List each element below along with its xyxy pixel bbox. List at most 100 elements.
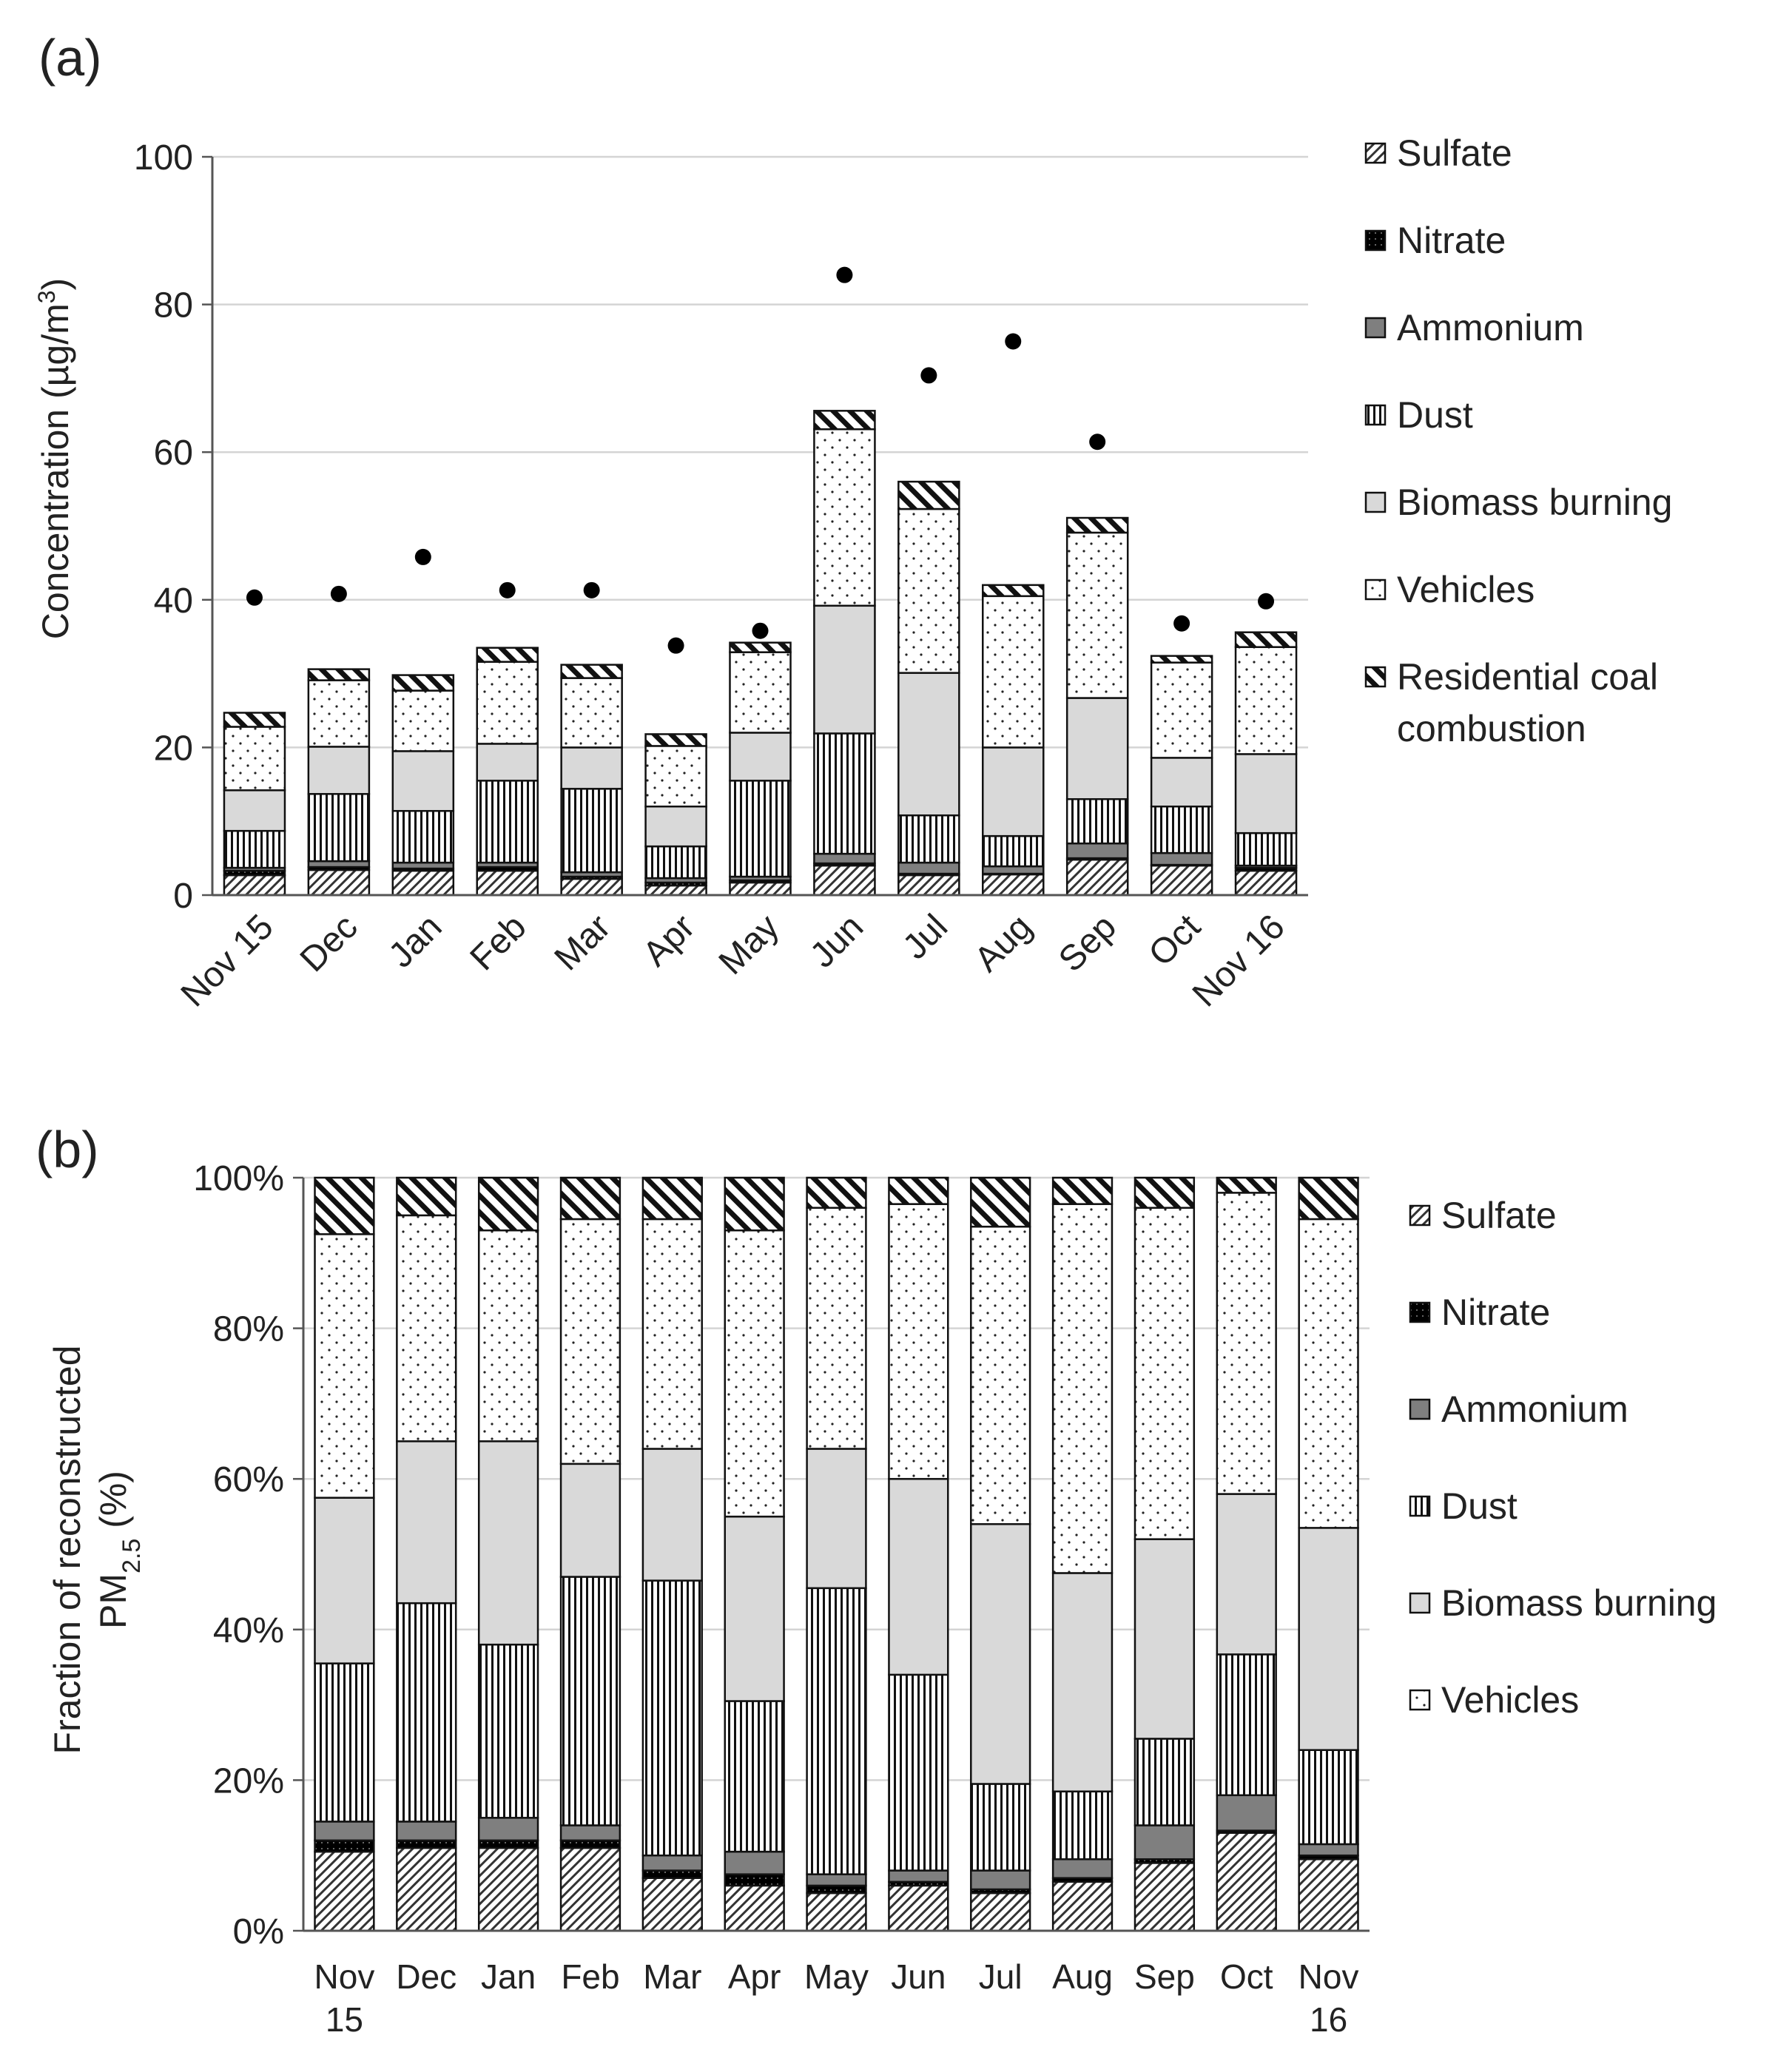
chart-a-legend-label: Ammonium [1397,307,1584,348]
chart-b-bar-ammonium [477,1817,539,1842]
chart-a-bar-dust [223,829,286,869]
chart-a-bar-vehicles [560,677,623,749]
chart-a-legend-label: Nitrate [1397,220,1506,261]
chart-a-bar-vehicles [476,661,539,745]
chart-b-ytick-label: 20% [213,1761,284,1801]
chart-a-bar-dust [307,793,371,863]
chart-a-bar-stack [560,664,623,897]
chart-a-xtick-label: May [712,907,787,982]
chart-b-bar-stack [477,1176,539,1932]
chart-b-bar-vehicles [477,1229,539,1443]
chart-b-bar-residential-coal-combustion [1216,1176,1277,1194]
chart-a-bar-stack [307,668,371,897]
chart-b-bar-dust [1134,1738,1196,1826]
chart-b-ylabel-pm: PM [92,1573,134,1629]
chart-a-ytick-label: 60 [154,433,193,473]
chart-b-bar-vehicles [1051,1203,1114,1574]
chart-a-xtick-label: Dec [293,907,366,979]
chart-a-xtick-label: Nov 16 [1185,907,1293,1014]
chart-a-bar-biomass-burning [560,746,623,790]
chart-b-bar-stack [970,1176,1031,1932]
chart-b-xtick-label: May [804,1957,869,1996]
chart-a-bar-ammonium [982,865,1045,875]
chart-a-dot [752,622,769,639]
chart-a-bar-residential-coal-combustion [1150,655,1213,664]
panel-b-label: (b) [36,1121,99,1178]
chart-b-bar-sulfate [1051,1880,1114,1932]
chart-b-bar-sulfate [724,1884,785,1932]
chart-b-legend: Sulfate Nitrate Ammonium Dust Biomass burnin… [1409,1195,1717,1721]
chart-b-xtick-label: Mar [643,1957,701,1996]
chart-b-bar-dust [724,1700,785,1853]
chart-a-xtick-labels: Nov 15 Dec Jan Feb Mar Apr May Jun Jul Aug Sep OctN… [174,907,1293,1014]
chart-a-legend-swatch-biomass-burning [1364,491,1387,513]
chart-b-axes [293,1176,1370,1932]
chart-b-bar-residential-coal-combustion [888,1176,949,1205]
chart-b-ytick-label: 40% [213,1611,284,1650]
chart-b-bar-residential-coal-combustion [1051,1176,1114,1205]
chart-b-bar-vehicles [1134,1207,1196,1540]
chart-b-bar-residential-coal-combustion [641,1176,703,1221]
chart-a-xtick-label: Apr [636,907,702,974]
chart-a-legend-label: Vehicles [1397,569,1535,610]
chart-a-bar-sulfate [897,874,960,897]
chart-a-bar-biomass-burning [982,746,1045,837]
chart-a-dots [246,266,1275,654]
chart-a-bar-vehicles [729,651,792,734]
chart-a-dot [583,581,600,598]
chart-b-legend-swatch-dust [1409,1495,1431,1517]
chart-a-bar-vehicles [1234,646,1298,755]
chart-b-bar-vehicles [396,1214,457,1443]
chart-b-bar-ammonium [970,1869,1031,1891]
chart-b-bar-nitrate [477,1839,539,1849]
chart-b-legend-label: Ammonium [1441,1389,1628,1430]
chart-b-bar-dust [806,1587,867,1875]
chart-b-bar-residential-coal-combustion [559,1176,622,1221]
chart-a-ylabel: Concentration (µg/m3) [33,278,76,639]
chart-a-dot [246,589,263,606]
chart-a-ytick-labels: 0 20 40 60 80 100 [134,138,193,916]
chart-a-bars [223,410,1298,897]
chart-b-xtick-label: 16 [1310,2000,1347,2039]
chart-b-bar-dust [396,1602,457,1823]
chart-b-legend-label: Nitrate [1441,1292,1550,1333]
chart-b-bar-sulfate [314,1850,375,1932]
chart-b-bar-stack [1134,1176,1196,1932]
chart-a-bar-sulfate [560,877,623,897]
chart-a-bar-vehicles [1150,661,1213,759]
chart-b-bar-dust [314,1662,375,1823]
chart-a-bar-stack [897,480,960,897]
chart-a-ylabel-sup: 3 [33,290,60,303]
chart-b-bar-stack [641,1176,703,1932]
chart-a-bar-residential-coal-combustion [1065,516,1129,534]
chart-a-dot [1005,333,1022,350]
chart-b-bar-vehicles [314,1233,375,1499]
chart-b-bar-vehicles [888,1203,949,1480]
chart-b-bar-sulfate [477,1846,539,1932]
chart-b-bar-ammonium [559,1824,622,1842]
chart-b-bar-stack [396,1176,457,1932]
chart-a-bar-sulfate [1065,858,1129,897]
chart-b-bar-dust [1298,1749,1359,1846]
chart-b-xtick-label: Feb [561,1957,619,1996]
chart-a-legend-label: combustion [1397,708,1586,749]
chart-b-bar-residential-coal-combustion [1298,1176,1359,1221]
chart-a-bar-stack [476,647,539,897]
chart-b-bar-residential-coal-combustion [396,1176,457,1217]
chart-a-dot [667,637,684,654]
chart-a-bar-stack [644,733,707,897]
chart-b-bar-dust [970,1783,1031,1872]
chart-a-bar-vehicles [644,745,707,808]
chart-b-bar-vehicles [559,1218,622,1465]
chart-b-bar-residential-coal-combustion [806,1176,867,1209]
chart-b-bar-biomass-burning [970,1523,1031,1785]
chart-b-bar-biomass-burning [396,1440,457,1605]
chart-b-bar-vehicles [806,1207,867,1450]
chart-a-bar-vehicles [897,507,960,674]
chart-b-bar-nitrate [396,1839,457,1849]
chart-b-bar-residential-coal-combustion [314,1176,375,1235]
chart-a-legend-swatch-dust [1364,404,1387,426]
chart-b-bar-stack [1051,1176,1114,1932]
chart-b-bar-ammonium [888,1869,949,1883]
chart-a-legend-swatch-ammonium [1364,317,1387,339]
